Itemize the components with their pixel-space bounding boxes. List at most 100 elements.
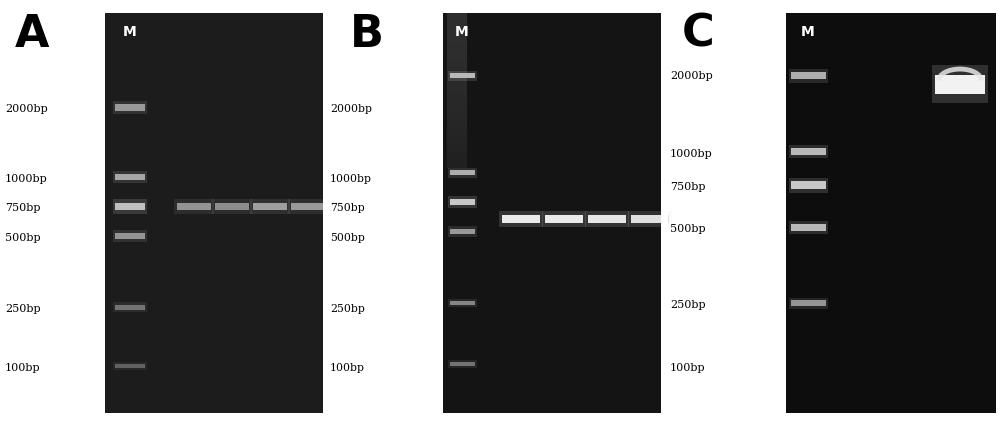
Bar bbox=[588, 215, 626, 223]
Bar bbox=[447, 83, 467, 91]
Bar bbox=[113, 171, 147, 183]
Bar bbox=[447, 59, 467, 67]
Bar bbox=[448, 360, 477, 368]
Text: 100bp: 100bp bbox=[670, 363, 706, 373]
Bar bbox=[447, 106, 467, 114]
Bar bbox=[448, 196, 477, 208]
Bar bbox=[935, 75, 985, 93]
Bar bbox=[791, 148, 826, 155]
Bar bbox=[447, 137, 467, 145]
Bar bbox=[789, 298, 828, 309]
Text: 1000bp: 1000bp bbox=[330, 174, 372, 184]
Bar bbox=[447, 28, 467, 36]
Text: 500bp: 500bp bbox=[330, 233, 365, 243]
Bar bbox=[447, 153, 467, 161]
Bar bbox=[115, 104, 145, 111]
Bar bbox=[250, 199, 290, 214]
Bar bbox=[448, 226, 477, 237]
Bar bbox=[447, 122, 467, 129]
Bar bbox=[450, 362, 475, 366]
Bar bbox=[447, 145, 467, 153]
Bar bbox=[450, 301, 475, 305]
Bar bbox=[447, 75, 467, 83]
Bar bbox=[113, 230, 147, 242]
Bar bbox=[585, 210, 629, 227]
Bar bbox=[661, 0, 668, 421]
Bar bbox=[113, 101, 147, 114]
Bar bbox=[448, 168, 477, 178]
Bar bbox=[448, 299, 477, 307]
Bar bbox=[448, 71, 477, 81]
Bar bbox=[542, 210, 586, 227]
Text: 750bp: 750bp bbox=[670, 182, 706, 192]
Bar bbox=[443, 13, 665, 413]
Text: 500bp: 500bp bbox=[670, 224, 706, 234]
Bar bbox=[115, 364, 145, 368]
Text: A: A bbox=[15, 13, 50, 56]
Bar bbox=[215, 203, 249, 210]
Bar bbox=[447, 20, 467, 28]
Bar bbox=[791, 181, 826, 189]
Text: B: B bbox=[350, 13, 384, 56]
Text: 250bp: 250bp bbox=[5, 304, 41, 314]
Bar bbox=[447, 36, 467, 44]
Bar bbox=[113, 362, 147, 370]
Bar bbox=[450, 170, 475, 175]
Bar bbox=[113, 302, 147, 312]
Bar bbox=[450, 73, 475, 78]
Bar bbox=[447, 161, 467, 168]
Text: C: C bbox=[682, 13, 715, 56]
Text: 250bp: 250bp bbox=[670, 300, 706, 310]
Bar bbox=[174, 199, 214, 214]
Bar bbox=[447, 130, 467, 137]
Bar bbox=[115, 305, 145, 310]
Bar bbox=[789, 69, 828, 83]
Text: 500bp: 500bp bbox=[5, 233, 41, 243]
Bar bbox=[105, 13, 323, 413]
Text: 250bp: 250bp bbox=[330, 304, 365, 314]
Bar bbox=[253, 203, 287, 210]
Bar bbox=[115, 174, 145, 180]
Bar bbox=[115, 203, 145, 210]
Bar bbox=[450, 229, 475, 234]
Bar bbox=[447, 67, 467, 75]
Bar bbox=[447, 98, 467, 106]
Text: 2000bp: 2000bp bbox=[5, 104, 48, 115]
Bar bbox=[291, 203, 325, 210]
Bar bbox=[447, 91, 467, 99]
Text: M: M bbox=[801, 25, 815, 39]
Bar bbox=[502, 215, 540, 223]
Text: 2000bp: 2000bp bbox=[670, 71, 713, 81]
Bar bbox=[932, 65, 988, 103]
Bar bbox=[115, 233, 145, 239]
Text: M: M bbox=[455, 25, 469, 39]
Text: M: M bbox=[123, 25, 137, 39]
Bar bbox=[789, 145, 828, 158]
Bar bbox=[447, 114, 467, 122]
Text: 100bp: 100bp bbox=[5, 363, 41, 373]
Text: 750bp: 750bp bbox=[330, 203, 365, 213]
Bar bbox=[212, 199, 252, 214]
Bar bbox=[447, 13, 467, 20]
Bar bbox=[789, 178, 828, 193]
Bar bbox=[789, 221, 828, 234]
Bar bbox=[791, 72, 826, 79]
Bar bbox=[177, 203, 211, 210]
Bar bbox=[631, 215, 669, 223]
Bar bbox=[628, 210, 672, 227]
Bar bbox=[545, 215, 583, 223]
Text: 2000bp: 2000bp bbox=[330, 104, 372, 115]
Bar bbox=[323, 0, 330, 421]
Bar bbox=[447, 44, 467, 52]
Bar bbox=[499, 210, 543, 227]
Bar bbox=[791, 224, 826, 231]
Bar bbox=[447, 51, 467, 59]
Bar bbox=[288, 199, 328, 214]
Text: 1000bp: 1000bp bbox=[670, 149, 713, 159]
Text: 1000bp: 1000bp bbox=[5, 174, 48, 184]
Bar bbox=[935, 75, 985, 93]
Bar bbox=[450, 199, 475, 205]
Bar bbox=[791, 301, 826, 306]
Text: 100bp: 100bp bbox=[330, 363, 365, 373]
Text: 750bp: 750bp bbox=[5, 203, 40, 213]
